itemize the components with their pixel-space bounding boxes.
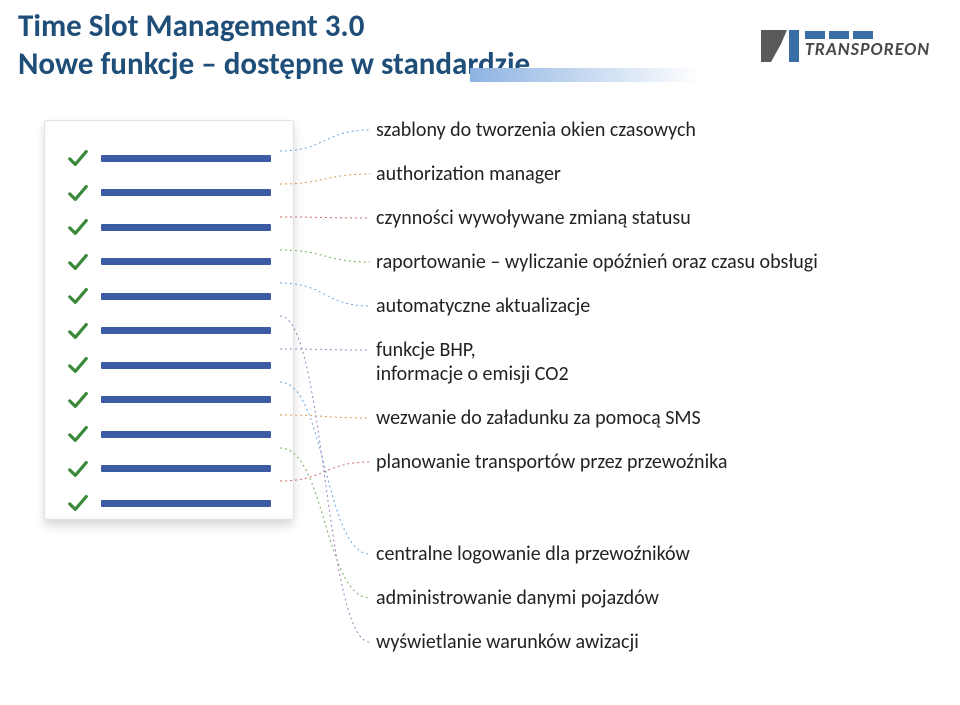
brand-logo: TRANSPOREON [759, 24, 930, 66]
placeholder-line [101, 224, 271, 231]
feature-label: centralne logowanie dla przewoźników [376, 542, 690, 566]
placeholder-line [101, 293, 271, 300]
placeholder-line [101, 362, 271, 369]
page-title: Time Slot Management 3.0 Nowe funkcje – … [18, 8, 530, 84]
checklist-row [67, 285, 271, 307]
feature-label: administrowanie danymi pojazdów [376, 586, 659, 610]
checklist-card [44, 120, 294, 520]
placeholder-line [101, 465, 271, 472]
feature-label: wyświetlanie warunków awizacji [376, 630, 639, 654]
check-icon [67, 216, 89, 238]
feature-label: authorization manager [376, 162, 561, 186]
checklist-row [67, 216, 271, 238]
check-icon [67, 492, 89, 514]
logo-mark-icon [759, 24, 801, 66]
placeholder-line [101, 431, 271, 438]
checklist-row [67, 423, 271, 445]
feature-label: wezwanie do załadunku za pomocą SMS [376, 406, 701, 430]
header-accent-bar [470, 68, 700, 82]
feature-label: czynności wywoływane zmianą statusu [376, 206, 691, 230]
checklist-row [67, 147, 271, 169]
feature-label: planowanie transportów przez przewoźnika [376, 450, 727, 474]
checklist-row [67, 492, 271, 514]
placeholder-line [101, 396, 271, 403]
checklist-row [67, 182, 271, 204]
feature-label: raportowanie – wyliczanie opóźnień oraz … [376, 250, 818, 274]
check-icon [67, 147, 89, 169]
placeholder-line [101, 500, 271, 507]
check-icon [67, 182, 89, 204]
checklist-row [67, 458, 271, 480]
feature-label: automatyczne aktualizacje [376, 294, 590, 318]
placeholder-line [101, 327, 271, 334]
check-icon [67, 423, 89, 445]
checklist-row [67, 389, 271, 411]
placeholder-line [101, 189, 271, 196]
checklist-row [67, 251, 271, 273]
title-line2: Nowe funkcje – dostępne w standardzie [18, 46, 530, 84]
logo-word: TRANSPOREON [805, 41, 930, 58]
placeholder-line [101, 258, 271, 265]
placeholder-line [101, 155, 271, 162]
check-icon [67, 389, 89, 411]
checklist-row [67, 320, 271, 342]
checklist-row [67, 354, 271, 376]
feature-label-line2: informacje o emisji CO2 [376, 362, 569, 386]
title-line1: Time Slot Management 3.0 [18, 8, 530, 46]
check-icon [67, 458, 89, 480]
check-icon [67, 354, 89, 376]
check-icon [67, 251, 89, 273]
feature-label: funkcje BHP,informacje o emisji CO2 [376, 338, 569, 386]
feature-label: szablony do tworzenia okien czasowych [376, 118, 696, 142]
logo-text: TRANSPOREON [805, 31, 930, 58]
check-icon [67, 285, 89, 307]
check-icon [67, 320, 89, 342]
